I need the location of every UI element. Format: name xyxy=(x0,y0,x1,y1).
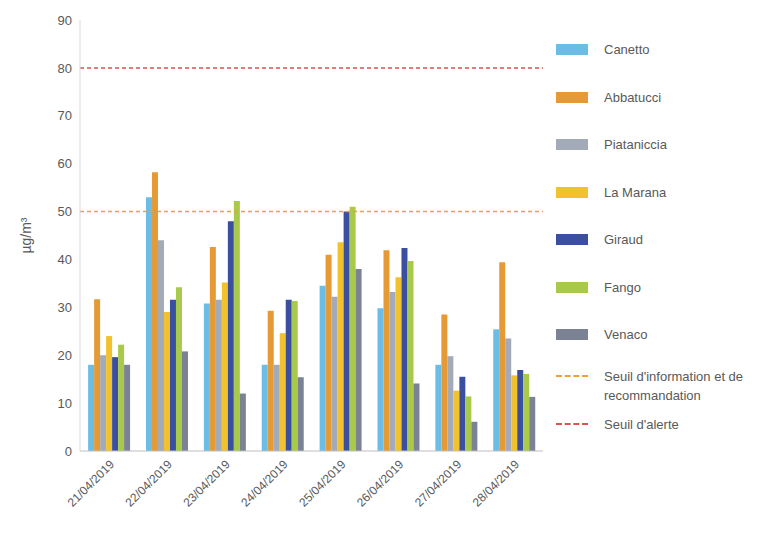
html-text:Venaco: Venaco xyxy=(604,327,648,343)
svg-text:80: 80 xyxy=(58,61,72,76)
svg-text:70: 70 xyxy=(58,108,72,123)
html-text:Piataniccia: Piataniccia xyxy=(604,137,667,153)
svg-text:23/04/2019: 23/04/2019 xyxy=(180,457,233,510)
html-text:Canetto: Canetto xyxy=(604,42,650,58)
html-text:Seuil d'alerte: Seuil d'alerte xyxy=(604,416,679,432)
svg-text:µg/m³: µg/m³ xyxy=(18,217,34,253)
html-text:Abbatucci: Abbatucci xyxy=(604,89,662,105)
svg-text:20: 20 xyxy=(58,348,72,363)
svg-text:22/04/2019: 22/04/2019 xyxy=(123,457,176,510)
html-text:La Marana: La Marana xyxy=(604,184,667,200)
svg-text:10: 10 xyxy=(58,396,72,411)
svg-text:0: 0 xyxy=(65,444,72,459)
svg-text:50: 50 xyxy=(58,204,72,219)
svg-text:40: 40 xyxy=(58,252,72,267)
html-text:Giraud: Giraud xyxy=(604,232,643,248)
svg-text:21/04/2019: 21/04/2019 xyxy=(65,457,118,510)
svg-text:25/04/2019: 25/04/2019 xyxy=(296,457,349,510)
svg-text:27/04/2019: 27/04/2019 xyxy=(412,457,465,510)
html-text:Seuil d'information et de reco: Seuil d'information et de recommandation xyxy=(604,368,744,403)
svg-text:24/04/2019: 24/04/2019 xyxy=(238,457,291,510)
svg-text:28/04/2019: 28/04/2019 xyxy=(470,457,523,510)
svg-text:90: 90 xyxy=(58,13,72,28)
svg-text:30: 30 xyxy=(58,300,72,315)
svg-text:26/04/2019: 26/04/2019 xyxy=(354,457,407,510)
svg-text:60: 60 xyxy=(58,156,72,171)
html-text:Fango: Fango xyxy=(604,279,641,295)
